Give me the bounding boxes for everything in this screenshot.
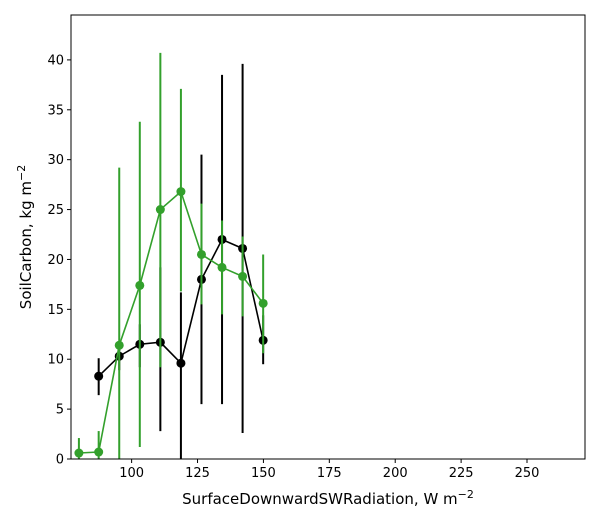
data-point — [176, 358, 186, 368]
data-point — [258, 298, 268, 308]
data-point — [135, 280, 145, 290]
data-point — [94, 371, 104, 381]
data-point — [238, 271, 248, 281]
y-tick-label: 15 — [47, 303, 64, 318]
y-tick-label: 0 — [56, 453, 64, 468]
x-tick-label: 250 — [515, 466, 540, 481]
x-axis: 100 125 150 175 200 225 250 — [119, 459, 539, 481]
y-tick-label: 25 — [47, 203, 64, 218]
series-layer — [74, 52, 268, 459]
y-tick-label: 20 — [47, 253, 64, 268]
x-tick-label: 125 — [185, 466, 210, 481]
y-tick-label: 40 — [47, 53, 64, 68]
data-point — [176, 187, 186, 197]
y-tick-label: 30 — [47, 153, 64, 168]
data-point — [74, 448, 84, 458]
green-series — [74, 52, 268, 459]
data-point — [114, 340, 124, 350]
y-tick-label: 35 — [47, 103, 64, 118]
x-tick-label: 225 — [449, 466, 474, 481]
x-tick-label: 175 — [317, 466, 342, 481]
x-axis-label: SurfaceDownwardSWRadiation, W m−2 — [182, 488, 474, 508]
y-axis-label: SoilCarbon, kg m−2 — [15, 165, 35, 309]
plot-background — [71, 15, 585, 459]
x-tick-label: 150 — [251, 466, 276, 481]
data-point — [196, 249, 206, 259]
data-point — [94, 447, 104, 457]
data-point — [155, 205, 165, 215]
series-line — [78, 190, 264, 454]
y-tick-label: 10 — [47, 353, 64, 368]
x-tick-label: 100 — [119, 466, 144, 481]
y-tick-label: 5 — [56, 403, 64, 418]
data-point — [217, 262, 227, 272]
y-axis: 0 5 10 15 20 25 30 35 40 — [47, 53, 71, 468]
x-tick-label: 200 — [383, 466, 408, 481]
plot-frame — [70, 14, 586, 460]
